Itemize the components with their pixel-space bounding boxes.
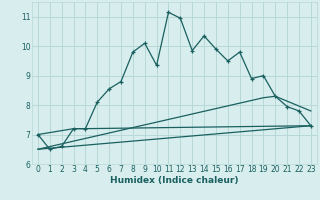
X-axis label: Humidex (Indice chaleur): Humidex (Indice chaleur) (110, 176, 239, 185)
